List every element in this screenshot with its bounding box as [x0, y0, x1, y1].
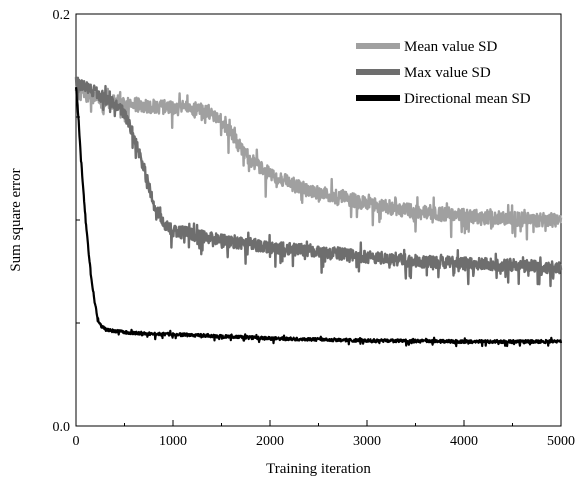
y-tick-label: 0.2	[53, 8, 71, 23]
x-axis: 0 1000 2000 3000 4000 5000	[73, 420, 575, 449]
plot-area	[74, 76, 563, 348]
series-line	[74, 76, 563, 288]
legend-label: Directional mean SD	[404, 91, 531, 107]
x-tick-label: 2000	[256, 434, 284, 449]
x-tick-label: 4000	[450, 434, 478, 449]
y-axis: 0.0 0.2	[53, 8, 80, 435]
legend: Mean value SD Max value SD Directional mea…	[356, 39, 531, 107]
y-tick-label: 0.0	[53, 420, 71, 435]
y-axis-title: Sum square error	[8, 168, 24, 271]
x-tick-label: 5000	[547, 434, 575, 449]
legend-label: Max value SD	[404, 65, 491, 81]
x-tick-label: 3000	[353, 434, 381, 449]
legend-label: Mean value SD	[404, 39, 497, 55]
x-axis-title: Training iteration	[266, 461, 371, 477]
series-line	[74, 84, 563, 241]
x-tick-label: 0	[73, 434, 80, 449]
x-tick-label: 1000	[159, 434, 187, 449]
series-line	[74, 87, 563, 348]
